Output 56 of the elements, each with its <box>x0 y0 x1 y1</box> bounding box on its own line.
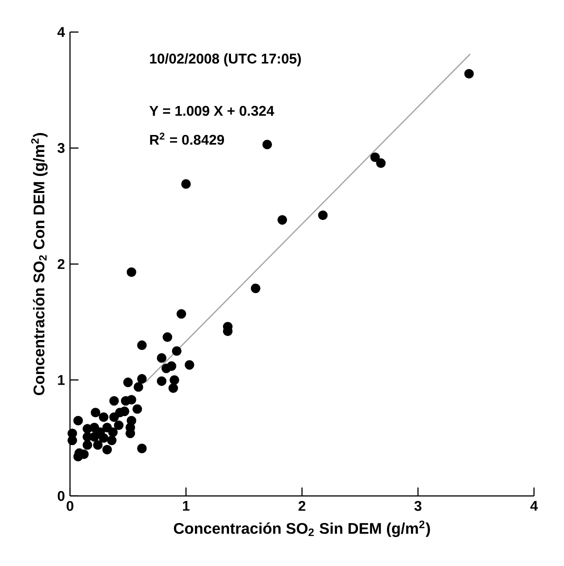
point <box>137 340 147 350</box>
point <box>376 158 386 168</box>
point <box>181 179 191 189</box>
point <box>132 404 142 414</box>
point <box>108 427 118 437</box>
point <box>68 436 78 446</box>
x-tick-label: 4 <box>530 500 538 511</box>
point <box>134 382 144 392</box>
point <box>137 444 147 454</box>
point <box>98 433 108 443</box>
x-tick-label: 3 <box>414 500 422 511</box>
point <box>464 68 474 79</box>
point <box>90 408 100 418</box>
point <box>90 432 100 442</box>
point <box>126 267 136 277</box>
y-tick-label: 2 <box>58 259 64 269</box>
point <box>277 215 288 225</box>
annotation: Y = 1.009 X + 0.324 <box>149 106 274 116</box>
point <box>109 396 119 406</box>
point <box>102 444 112 454</box>
point <box>172 346 182 356</box>
annotation: 10/02/2008 (UTC 17:05) <box>150 53 301 66</box>
y-axis-title: Concentración SO$_{2}$ Con DEM (g/m$^{2}$) <box>31 133 48 396</box>
point <box>106 436 117 446</box>
point <box>184 360 194 370</box>
y-tick-label: 3 <box>58 143 65 153</box>
point <box>162 332 172 342</box>
point <box>73 452 83 462</box>
point <box>250 284 260 294</box>
point <box>156 353 166 363</box>
point <box>114 420 124 430</box>
point <box>170 375 180 385</box>
annotation: R$^{2}$ = 0.8429 <box>150 132 224 145</box>
x-tick-label: 0 <box>66 500 74 511</box>
y-tick-label: 4 <box>57 27 65 37</box>
x-tick-label: 1 <box>182 500 190 511</box>
point <box>168 383 178 393</box>
point <box>109 412 119 422</box>
point <box>73 416 83 426</box>
x-tick-label: 2 <box>298 500 306 511</box>
point <box>370 152 380 162</box>
point <box>262 140 272 150</box>
point <box>166 361 176 371</box>
x-axis-title: Concentración SO$_{2}$ Sin DEM (g/m$^{2}$) <box>174 520 430 538</box>
point <box>120 396 130 406</box>
y-tick-label: 1 <box>58 375 65 385</box>
point <box>123 378 133 388</box>
point <box>176 309 186 319</box>
point <box>82 440 92 450</box>
point <box>93 440 103 450</box>
point <box>98 412 108 422</box>
point <box>137 374 147 384</box>
point <box>120 406 130 416</box>
point <box>156 376 166 386</box>
y-tick-label: 0 <box>58 491 64 501</box>
point <box>318 210 328 220</box>
